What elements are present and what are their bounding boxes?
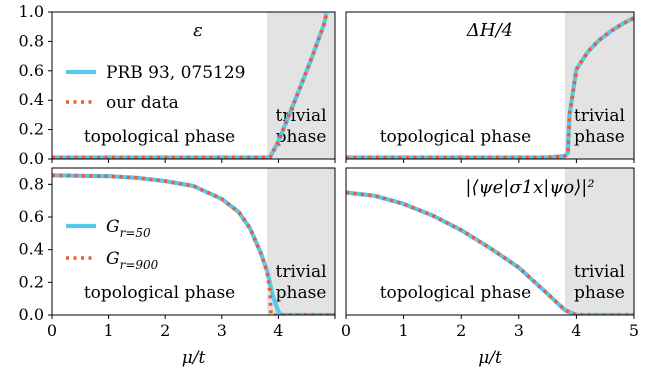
y-tick-label: 0.6 bbox=[19, 207, 44, 226]
legend-base: G bbox=[106, 217, 120, 237]
phase-label: phase bbox=[574, 283, 625, 303]
x-axis-label: μ/t bbox=[478, 348, 502, 368]
legend-label: our data bbox=[106, 93, 179, 113]
legend-label: PRB 93, 075129 bbox=[106, 63, 245, 83]
x-tick-label: 0 bbox=[341, 321, 351, 340]
x-tick-label: 4 bbox=[571, 321, 581, 340]
x-tick-label: 3 bbox=[514, 321, 524, 340]
y-tick-label: 0.6 bbox=[19, 61, 44, 80]
topological-phase-label: topological phase bbox=[84, 127, 235, 147]
x-tick-label: 1 bbox=[104, 321, 114, 340]
series-line-dotted bbox=[346, 190, 634, 315]
series-line-dotted bbox=[52, 173, 335, 315]
series-group bbox=[52, 173, 335, 315]
x-tick-label: 1 bbox=[399, 321, 409, 340]
y-tick-label: 0.0 bbox=[19, 305, 44, 324]
trivial-label: trivial bbox=[574, 106, 625, 126]
legend-sub: r=50 bbox=[120, 226, 151, 240]
x-tick-label: 0 bbox=[47, 321, 57, 340]
y-tick-label: 0.0 bbox=[19, 149, 44, 168]
trivial-label: trivial bbox=[276, 262, 327, 282]
trivial-phase-shade bbox=[564, 168, 634, 315]
y-tick-label: 1.0 bbox=[19, 2, 44, 21]
phase-label: phase bbox=[276, 127, 327, 147]
x-tick-label: 3 bbox=[217, 321, 227, 340]
y-tick-label: 0.4 bbox=[19, 240, 44, 259]
phase-label: phase bbox=[574, 127, 625, 147]
x-tick-label: 2 bbox=[160, 321, 170, 340]
series-group bbox=[346, 16, 634, 159]
trivial-phase-shade bbox=[564, 12, 634, 159]
series-line-dotted bbox=[52, 13, 329, 159]
x-tick-label: 2 bbox=[456, 321, 466, 340]
y-tick-label: 0.8 bbox=[19, 174, 44, 193]
phase-label: phase bbox=[276, 283, 327, 303]
legend-label: Gr=50 bbox=[106, 217, 151, 240]
y-tick-label: 0.8 bbox=[19, 31, 44, 50]
panel-title-overlap: |⟨ψe|σ1x|ψo⟩|² bbox=[465, 177, 594, 198]
plot-frame bbox=[51, 167, 336, 316]
trivial-label: trivial bbox=[276, 106, 327, 126]
topological-phase-label: topological phase bbox=[380, 127, 531, 147]
topological-phase-label: topological phase bbox=[380, 283, 531, 303]
x-tick-label: 4 bbox=[273, 321, 283, 340]
y-tick-label: 0.2 bbox=[19, 272, 44, 291]
plot-frame bbox=[345, 11, 635, 160]
panel-title-epsilon: ε bbox=[193, 20, 203, 41]
plot-frame bbox=[51, 11, 336, 160]
trivial-label: trivial bbox=[574, 262, 625, 282]
x-tick-label: 5 bbox=[629, 321, 639, 340]
x-axis-label: μ/t bbox=[182, 348, 206, 368]
legend-base: G bbox=[106, 249, 120, 269]
trivial-phase-shade bbox=[267, 168, 335, 315]
topological-phase-label: topological phase bbox=[84, 283, 235, 303]
panel-title-delta-h: ΔH/4 bbox=[466, 20, 513, 41]
y-tick-label: 0.4 bbox=[19, 90, 44, 109]
legend-label: Gr=900 bbox=[106, 249, 159, 272]
series-line-dotted bbox=[346, 16, 634, 159]
plot-frame bbox=[345, 167, 635, 316]
legend-sub: r=900 bbox=[120, 258, 159, 272]
series-group bbox=[346, 190, 634, 315]
y-tick-label: 0.2 bbox=[19, 120, 44, 139]
series-group bbox=[52, 13, 329, 159]
